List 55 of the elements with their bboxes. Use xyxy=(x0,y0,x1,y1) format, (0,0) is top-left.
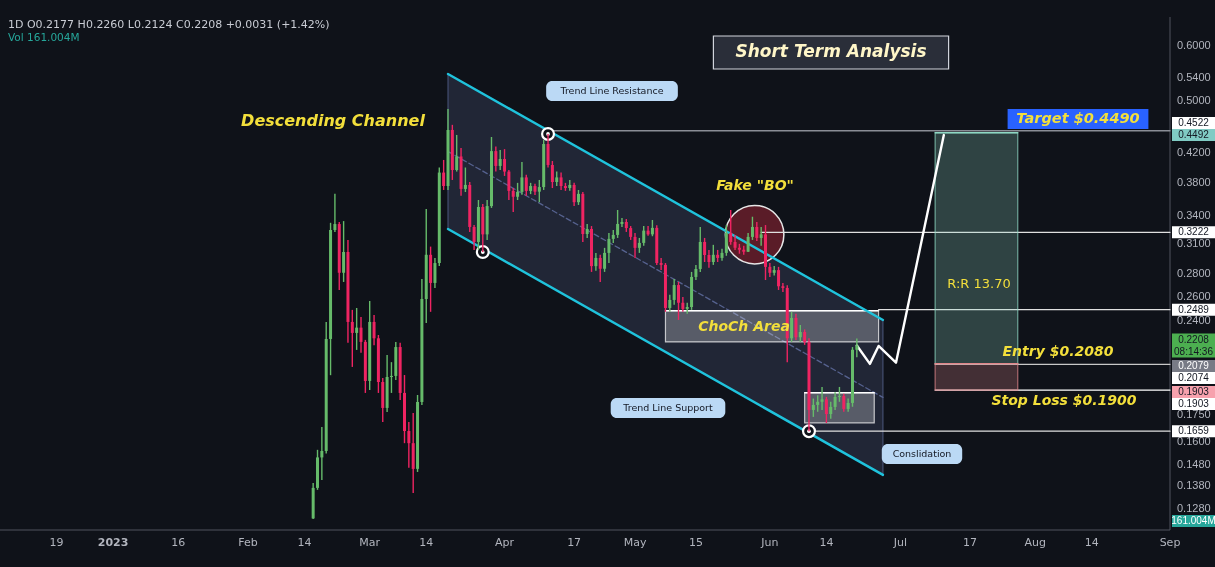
y-tick-label: 0.1280 xyxy=(1177,501,1211,514)
y-tick-label: 0.5400 xyxy=(1177,70,1211,83)
x-tick-label: Jun xyxy=(760,536,779,549)
x-tick-label: 17 xyxy=(567,536,582,549)
y-tick-label: 0.3100 xyxy=(1177,236,1211,249)
annotation: Target $0.4490 xyxy=(1016,110,1140,126)
chart-subtitle: 1D O0.2177 H0.2260 L0.2124 C0.2208 +0.0031 (+1.42%) xyxy=(8,18,330,31)
annotation: Trend Line Resistance xyxy=(559,85,664,96)
y-tick-label: 0.2600 xyxy=(1177,289,1211,302)
text: 0.4492 xyxy=(1178,129,1210,140)
y-tick-label: 0.4200 xyxy=(1177,145,1211,158)
text: 161.004M xyxy=(1171,515,1215,526)
data-label: 0.2489 xyxy=(1178,303,1210,315)
y-tick-label: 0.1380 xyxy=(1177,479,1211,492)
annotation: Vol 161.004M xyxy=(8,31,80,43)
x-tick-label: 19 xyxy=(49,536,64,549)
x-tick-label: Aug xyxy=(1024,536,1046,549)
x-tick-label: Jul xyxy=(892,536,907,549)
text: 0.1903 xyxy=(1178,386,1210,397)
x-tick-label: 2023 xyxy=(97,536,129,549)
y-tick-label: 0.1600 xyxy=(1177,435,1211,448)
annotation: Descending Channel xyxy=(241,111,426,130)
data-label: 0.4522 xyxy=(1178,117,1210,128)
y-tick-label: 0.6000 xyxy=(1177,39,1211,52)
x-tick-label: Sep xyxy=(1159,536,1181,549)
x-tick-label: 17 xyxy=(962,536,977,549)
data-label: 0.1903 xyxy=(1178,398,1210,410)
x-tick-label: 16 xyxy=(171,536,186,549)
x-tick-label: 14 xyxy=(1084,536,1099,549)
y-tick-label: 0.3800 xyxy=(1177,175,1211,188)
x-tick-label: Mar xyxy=(359,536,381,549)
text: 0.2079 xyxy=(1178,360,1210,371)
y-tick-label: 0.3400 xyxy=(1177,209,1211,222)
text: Short Term Analysis xyxy=(735,41,927,61)
data-label: 0.1659 xyxy=(1178,425,1210,437)
x-tick-label: Apr xyxy=(495,536,515,549)
x-tick-label: 14 xyxy=(297,536,312,549)
x-tick-label: Feb xyxy=(238,536,258,549)
y-tick-label: 0.2800 xyxy=(1177,267,1211,280)
annotation: Conslidation xyxy=(892,448,952,459)
y-tick-label: 0.1480 xyxy=(1177,458,1211,471)
data-label: 0.2074 xyxy=(1178,372,1210,384)
y-tick-label: 0.1750 xyxy=(1177,408,1211,421)
annotation: Fake "BO" xyxy=(716,177,794,193)
annotation: 0.2208 08:14:36 xyxy=(1174,333,1214,357)
annotation: Trend Line Support xyxy=(622,402,713,413)
annotation: R:R 13.70 xyxy=(947,276,1011,291)
x-tick-label: 14 xyxy=(819,536,834,549)
annotation: Stop Loss $0.1900 xyxy=(991,392,1137,408)
y-tick-label: 0.2400 xyxy=(1177,313,1211,326)
y-tick-label: 0.5000 xyxy=(1177,93,1211,106)
data-label: 0.3222 xyxy=(1178,226,1210,238)
x-tick-label: 14 xyxy=(419,536,434,549)
x-tick-label: 15 xyxy=(688,536,703,549)
x-tick-label: May xyxy=(623,536,647,549)
